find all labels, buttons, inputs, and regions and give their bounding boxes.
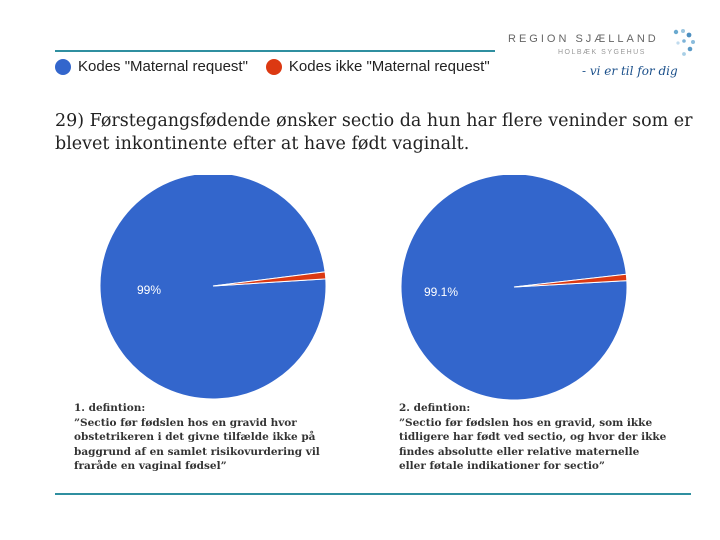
- pie-chart-1: 99%: [100, 175, 327, 400]
- definition-1: 1. defintion: ”Sectio før fødslen hos en…: [74, 401, 374, 474]
- definition-heading: 1. defintion:: [74, 402, 146, 414]
- pie-slice-maternal-request: [400, 175, 628, 401]
- legend-item-not-maternal-request: Kodes ikke "Maternal request": [265, 58, 490, 75]
- pie-slice-not-maternal-request: [513, 273, 628, 288]
- pie-slice-maternal-request: [100, 175, 327, 400]
- logo-slogan: - vi er til for dig: [582, 64, 678, 78]
- legend-swatch-red: [265, 58, 282, 75]
- legend-swatch-blue: [55, 58, 71, 75]
- chart-legend: Kodes "Maternal request" Kodes ikke "Mat…: [55, 58, 508, 75]
- footer-rule: [55, 493, 691, 495]
- header-rule: [55, 50, 495, 52]
- legend-item-maternal-request: Kodes "Maternal request": [55, 58, 248, 75]
- legend-label: Kodes "Maternal request": [78, 58, 248, 75]
- logo-dots-icon: [673, 29, 695, 56]
- pie-data-label: 99.1%: [424, 285, 458, 299]
- definition-heading: 2. defintion:: [399, 402, 471, 414]
- pie-data-label: 99%: [137, 283, 161, 297]
- legend-label: Kodes ikke "Maternal request": [288, 58, 490, 75]
- pie-slice-not-maternal-request: [212, 271, 327, 287]
- pie-chart-2: 99.1%: [400, 175, 628, 401]
- definition-text: ”Sectio før fødslen hos en gravid, som i…: [399, 416, 667, 473]
- logo-name: REGION SJÆLLAND: [508, 33, 659, 45]
- definition-text: ”Sectio før fødslen hos en gravid hvor o…: [74, 416, 320, 473]
- region-logo: REGION SJÆLLAND HOLBÆK SYGEHUS - vi er t…: [508, 28, 698, 90]
- definition-2: 2. defintion: ”Sectio før fødslen hos en…: [399, 401, 699, 474]
- logo-subtitle: HOLBÆK SYGEHUS: [558, 49, 646, 56]
- question-text: 29) Førstegangsfødende ønsker sectio da …: [55, 111, 693, 154]
